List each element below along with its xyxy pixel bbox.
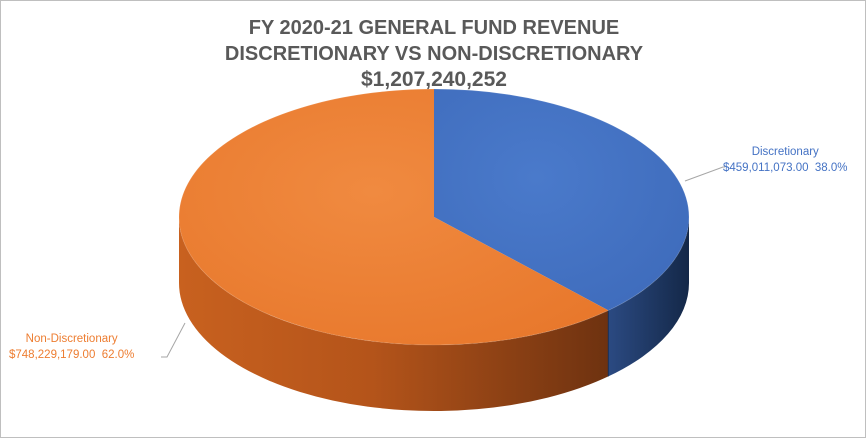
leader-line-discretionary	[684, 166, 725, 182]
slice-label-non-discretionary-amount: $748,229,179.00	[9, 349, 96, 361]
chart-title-line-2: DISCRETIONARY VS NON-DISCRETIONARY	[224, 43, 644, 65]
pie-rim	[178, 88, 690, 346]
slice-label-non-discretionary-name: Non-Discretionary	[25, 333, 118, 345]
slice-discretionary	[434, 89, 690, 311]
chart-title: FY 2020-21 GENERAL FUND REVENUE DISCRETI…	[1, 15, 866, 93]
slice-label-discretionary-value: $459,011,073.00 38.0%	[723, 160, 847, 176]
leader-line-non-discretionary	[161, 322, 186, 358]
slice-label-discretionary-percent: 38.0%	[814, 162, 848, 174]
slice-side-non-discretionary	[179, 217, 609, 412]
slice-label-non-discretionary: Non-Discretionary $748,229,179.00 62.0%	[9, 331, 134, 363]
chart-title-line-1: FY 2020-21 GENERAL FUND REVENUE	[248, 17, 620, 39]
slice-label-non-discretionary-percent: 62.0%	[101, 349, 135, 361]
slice-label-non-discretionary-value: $748,229,179.00 62.0%	[9, 347, 134, 363]
slice-label-discretionary-amount: $459,011,073.00	[723, 162, 809, 174]
slice-label-discretionary: Discretionary $459,011,073.00 38.0%	[723, 144, 847, 176]
slice-non-discretionary	[179, 89, 609, 345]
chart-title-total: $1,207,240,252	[361, 68, 507, 91]
slice-side-discretionary	[608, 217, 689, 377]
slice-label-discretionary-name: Discretionary	[751, 146, 819, 158]
